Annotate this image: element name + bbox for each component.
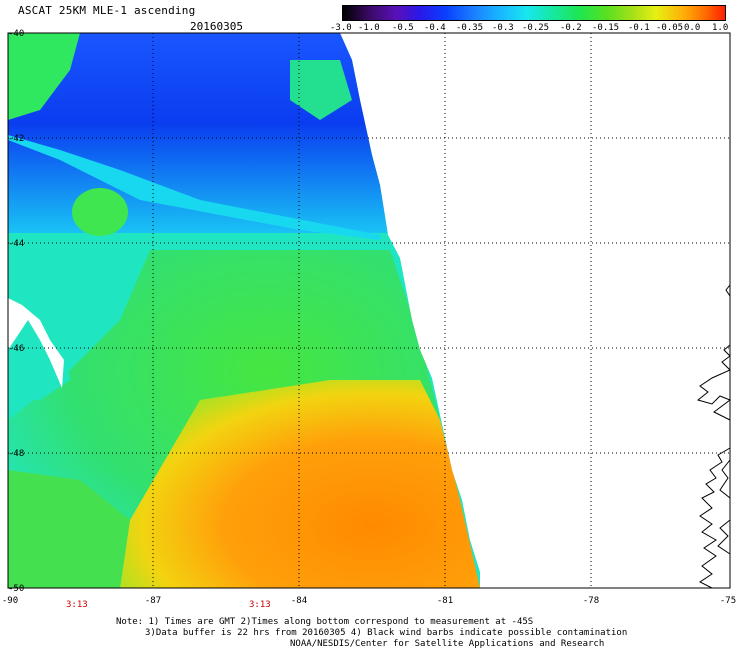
latitude-labels: -40 -42 -44 -46 -48 -50 (8, 29, 24, 594)
scale-label: -0.1 (628, 23, 650, 33)
note-line-2: 3)Data buffer is 22 hrs from 20160305 4)… (145, 628, 628, 638)
lon-label: -78 (583, 596, 599, 606)
data-gap (8, 298, 64, 388)
note-line-1: Note: 1) Times are GMT 2)Times along bot… (116, 617, 534, 627)
scale-label: -0.3 (492, 23, 514, 33)
lat-label: -50 (8, 584, 24, 594)
lon-label: -81 (437, 596, 453, 606)
scale-label: -0.2 (560, 23, 582, 33)
pass-time-label: 3:13 (249, 600, 271, 610)
lon-label: -87 (145, 596, 161, 606)
coastline-segment (696, 344, 732, 421)
green-blob (72, 188, 128, 236)
product-title: ASCAT 25KM MLE-1 ascending (18, 4, 196, 17)
product-date: 20160305 (190, 20, 243, 33)
color-scale-bar (342, 5, 726, 21)
coastline-segment (725, 284, 731, 297)
scale-label: -3.0 (330, 23, 352, 33)
coastline-segment (699, 447, 731, 589)
scale-label: -0.35 (456, 23, 484, 33)
lat-label: -42 (8, 134, 24, 144)
lat-label: -46 (8, 344, 24, 354)
green-patch-northwest (8, 33, 80, 120)
scale-label: -0.25 (522, 23, 550, 33)
swath-data (8, 33, 480, 588)
coastline (696, 284, 732, 589)
lon-label: -84 (291, 596, 307, 606)
green-patch-northeast (290, 60, 352, 120)
scale-label: -0.05 (656, 23, 684, 33)
high-value-region (120, 380, 480, 588)
coastline-segment (719, 459, 731, 499)
pass-time-label: 3:13 (66, 600, 88, 610)
lat-label: -44 (8, 239, 24, 249)
scale-label: -0.5 (392, 23, 414, 33)
lon-label: -90 (2, 596, 18, 606)
scale-label: -0.15 (592, 23, 620, 33)
scale-label: 0.0 (684, 23, 701, 33)
cyan-ridge (8, 135, 380, 240)
map-frame (7, 32, 731, 589)
longitude-labels: -90 -87 -84 -81 -78 -75 (2, 596, 736, 606)
lon-label: -75 (720, 596, 736, 606)
scale-label: -1.0 (358, 23, 380, 33)
scale-label: 1.0 (712, 23, 729, 33)
note-line-3: NOAA/NESDIS/Center for Satellite Applica… (290, 639, 605, 649)
lat-label: -48 (8, 449, 24, 459)
green-patch-southwest (8, 470, 130, 588)
color-scale-labels: -3.0 -1.0 -0.5 -0.4 -0.35 -0.3 -0.25 -0.… (330, 23, 730, 35)
lat-label: -40 (8, 29, 24, 39)
coastline-segment (717, 519, 731, 555)
scale-label: -0.4 (424, 23, 446, 33)
